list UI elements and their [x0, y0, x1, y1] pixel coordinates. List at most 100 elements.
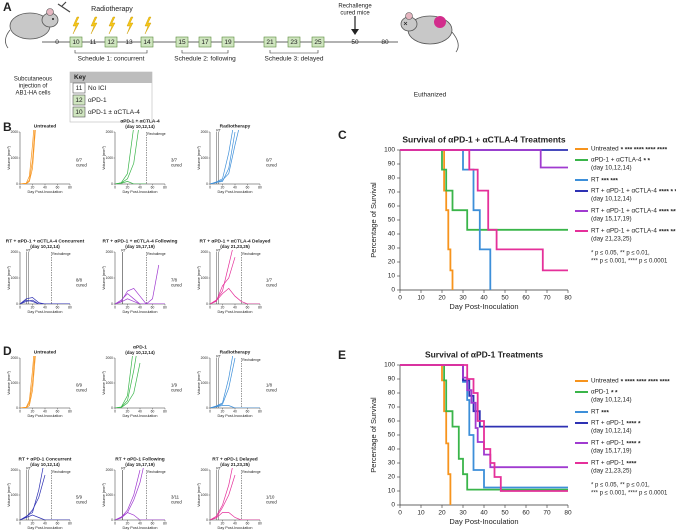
- x-tick-label: 20: [126, 305, 130, 309]
- day-box: [263, 36, 277, 48]
- x-tick-label: 80: [68, 185, 72, 189]
- y-tick-label: 1000: [201, 276, 209, 280]
- significance: ***: [610, 178, 618, 185]
- rechallenge-text: Rechallenge: [147, 470, 165, 474]
- small-title: αPD-1: [133, 344, 147, 350]
- legend-detail: (day 10,12,14): [591, 428, 632, 435]
- x-tick-label: 10: [417, 510, 425, 517]
- y-tick-label: 2000: [201, 250, 209, 254]
- y-tick-label: 70: [388, 189, 396, 196]
- x-axis-label: Day Post-Inoculation: [27, 310, 62, 314]
- significance: *: [638, 441, 641, 448]
- rt-label: RT: [216, 466, 221, 470]
- x-tick-label: 60: [151, 521, 155, 525]
- legend-label: Untreated: [591, 146, 619, 153]
- y-tick-label: 2000: [106, 356, 114, 360]
- rt-label: RT: [121, 248, 126, 252]
- injection-label: AB1-HA cells: [15, 91, 50, 97]
- survival-curve: [400, 364, 568, 469]
- day-box: [175, 36, 189, 48]
- x-tick-label: 0: [209, 409, 211, 413]
- y-tick-label: 0: [206, 406, 208, 410]
- x-tick-label: 60: [522, 510, 530, 517]
- y-axis-label: Percentage of Survival: [369, 397, 378, 473]
- day-label: 21: [266, 39, 274, 46]
- small-title: RT + αPD-1 + αCTLA-4 Following: [103, 238, 178, 244]
- small-subtitle: (day 15,17,19): [125, 462, 155, 467]
- day-label: 11: [90, 39, 97, 46]
- panel-label: D: [3, 344, 12, 358]
- y-tick-label: 70: [388, 404, 396, 411]
- cured-label: cured: [76, 283, 87, 288]
- x-tick-label: 80: [258, 409, 262, 413]
- legend-detail: (day 10,12,14): [591, 397, 632, 404]
- x-tick-label: 10: [417, 295, 425, 302]
- cured-label: cured: [266, 163, 277, 168]
- x-tick-label: 20: [221, 305, 225, 309]
- key-label: αPD-1: [88, 97, 107, 104]
- x-axis-label: Day Post-Inoculation: [217, 190, 252, 194]
- x-tick-label: 40: [43, 185, 47, 189]
- x-tick-label: 0: [114, 409, 116, 413]
- small-title: RT + αPD-1 + αCTLA-4 Delayed: [200, 238, 271, 244]
- x-tick-label: 60: [246, 305, 250, 309]
- significance: ****: [636, 379, 647, 386]
- euthanized-label: Euthanized: [414, 92, 447, 99]
- key-header: [70, 72, 152, 83]
- significance: ***: [625, 147, 633, 154]
- cured-label: 1/10: [266, 495, 275, 500]
- rt-bar: [216, 358, 219, 408]
- tumor-curve: [20, 297, 70, 304]
- rt-bar: [216, 470, 219, 520]
- x-tick-label: 60: [56, 521, 60, 525]
- rt-bar: [216, 132, 219, 184]
- x-tick-label: 20: [438, 510, 446, 517]
- survival-curve: [400, 149, 454, 290]
- cured-label: 5/9: [76, 495, 83, 500]
- y-tick-label: 100: [384, 362, 395, 369]
- legend-label: αPD-1 + αCTLA-4: [591, 157, 642, 164]
- legend-label: RT + αPD-1 + αCTLA-4: [591, 228, 657, 235]
- y-tick-label: 0: [111, 182, 113, 186]
- key-day-box: [72, 106, 86, 118]
- x-tick-label: 40: [43, 521, 47, 525]
- x-tick-label: 40: [233, 305, 237, 309]
- key-day-box: [72, 94, 86, 106]
- x-axis-label: Day Post-Inoculation: [217, 414, 252, 418]
- day-label: 13: [125, 39, 133, 46]
- tumor-curve: [115, 512, 165, 520]
- cured-label: 0/9: [76, 383, 83, 388]
- y-tick-label: 100: [384, 147, 395, 154]
- small-subtitle: (day 10,12,14): [125, 124, 155, 129]
- y-axis-label: Volume (mm³): [7, 482, 11, 507]
- x-tick-label: 50: [501, 510, 509, 517]
- day-box: [198, 36, 212, 48]
- cured-label: 3/7: [171, 158, 178, 163]
- tumor-curve: [20, 130, 36, 184]
- y-axis-label: Volume (mm³): [102, 265, 106, 290]
- y-tick-label: 0: [16, 302, 18, 306]
- x-tick-label: 0: [209, 185, 211, 189]
- small-title: Radiotherapy: [220, 123, 251, 129]
- significance: ****: [645, 147, 656, 154]
- significance: *: [638, 421, 641, 428]
- x-tick-label: 0: [19, 305, 21, 309]
- y-tick-label: 40: [388, 446, 396, 453]
- y-tick-label: 2000: [11, 130, 19, 134]
- cured-label: 3/11: [171, 495, 180, 500]
- x-tick-label: 0: [114, 305, 116, 309]
- injection-label: injection of: [19, 84, 48, 90]
- significance: ****: [648, 379, 659, 386]
- radiotherapy-label: Radiotherapy: [91, 6, 133, 13]
- y-tick-label: 50: [388, 432, 396, 439]
- y-tick-label: 2000: [201, 356, 209, 360]
- x-tick-label: 70: [543, 510, 551, 517]
- rt-label: RT: [26, 466, 31, 470]
- footnote: * p ≤ 0.05, ** p ≤ 0.01,: [591, 251, 650, 257]
- x-tick-label: 0: [398, 295, 402, 302]
- x-tick-label: 20: [438, 295, 446, 302]
- y-axis-label: Volume (mm³): [102, 370, 106, 395]
- x-tick-label: 80: [564, 510, 572, 517]
- significance: *: [621, 147, 624, 154]
- cured-label: 0/7: [76, 158, 83, 163]
